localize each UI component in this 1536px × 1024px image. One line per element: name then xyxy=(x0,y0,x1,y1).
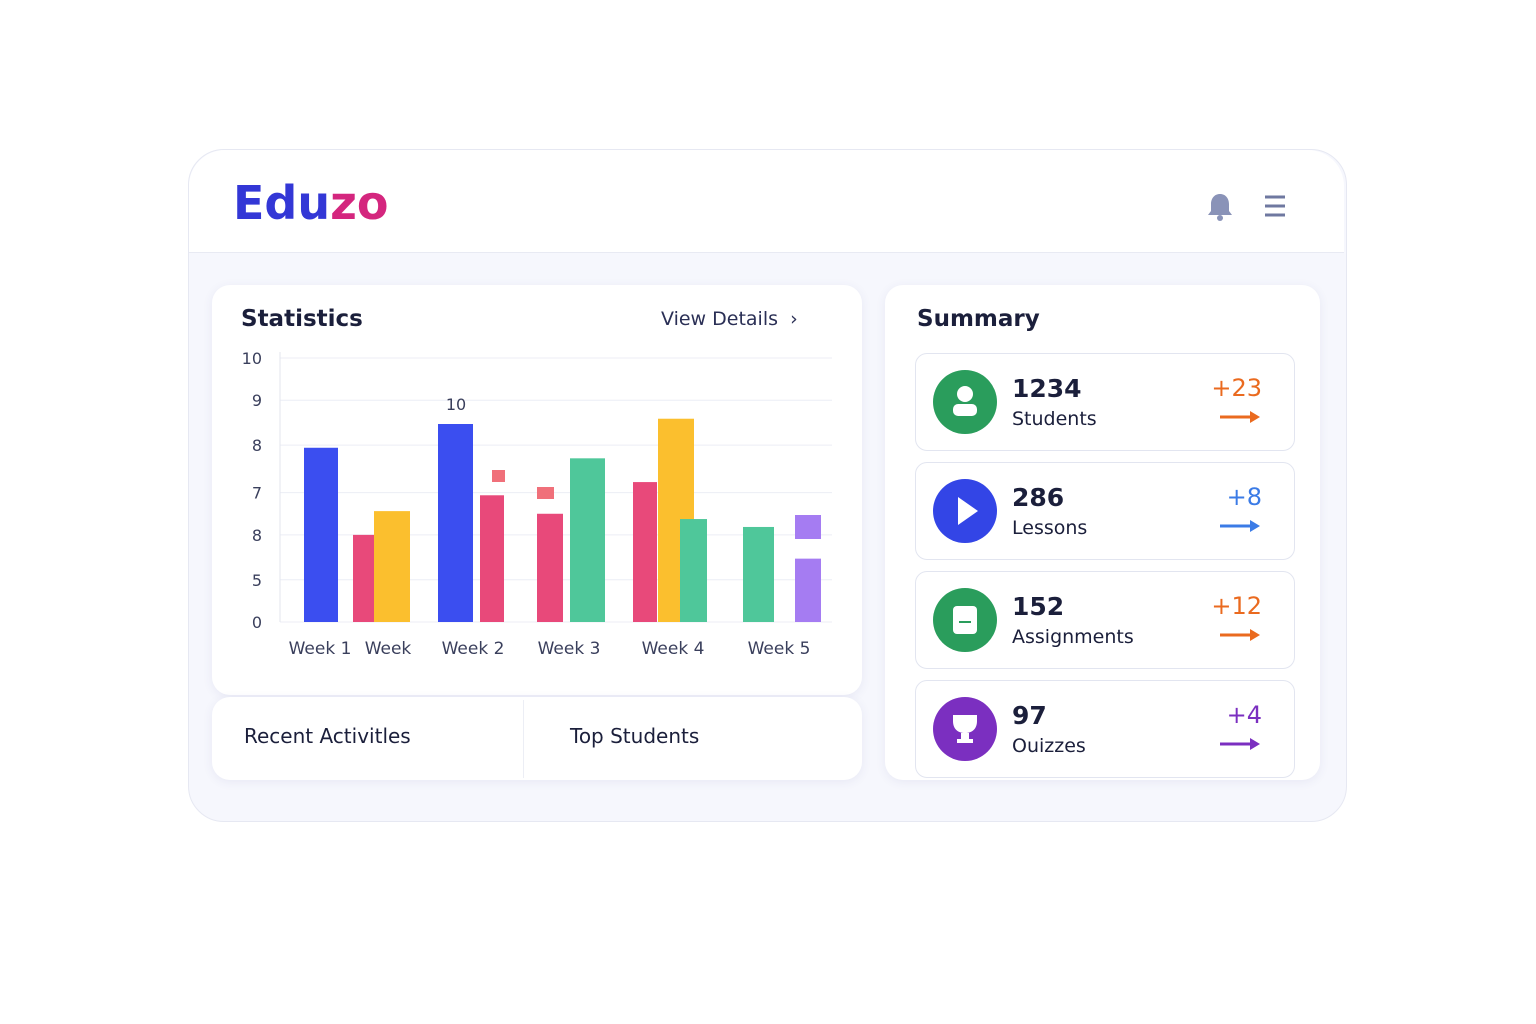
item-delta: +23 xyxy=(1211,374,1262,402)
x-tick-label: Week 4 xyxy=(642,639,705,659)
logo-text: zo xyxy=(330,176,389,230)
item-value: 97 xyxy=(1012,701,1047,730)
tab[interactable]: Recent Activitles xyxy=(244,724,411,748)
y-tick-label: 9 xyxy=(252,391,262,410)
item-icon xyxy=(933,697,997,761)
logo[interactable]: Eduzo xyxy=(233,176,389,230)
item-value: 1234 xyxy=(1012,374,1082,403)
x-tick-label: Week 1 xyxy=(289,639,352,659)
bar xyxy=(743,526,774,622)
item-label: Ouizzes xyxy=(1012,735,1086,757)
bar xyxy=(680,519,707,622)
view-details-link[interactable]: View Details › xyxy=(661,308,798,330)
y-tick-label: 8 xyxy=(252,526,262,545)
bar xyxy=(438,424,473,622)
section-title: Statistics xyxy=(241,306,363,332)
tab[interactable]: Top Students xyxy=(570,724,700,748)
x-tick-label: Week 3 xyxy=(538,639,601,659)
annotation: 10 xyxy=(446,395,466,414)
bar xyxy=(537,513,563,622)
x-tick-label: Week 2 xyxy=(442,639,505,659)
bar xyxy=(374,511,410,622)
summary-item[interactable]: 152 Assignments +12 xyxy=(915,571,1295,669)
y-tick-label: 10 xyxy=(242,349,262,368)
y-tick-label: 5 xyxy=(252,571,262,590)
section-title: Summary xyxy=(917,306,1040,332)
decoration xyxy=(492,470,505,482)
bar xyxy=(304,447,338,622)
summary-item[interactable]: 1234 Students +23 xyxy=(915,353,1295,451)
item-label: Students xyxy=(1012,408,1097,430)
link-text: View Details xyxy=(661,308,778,330)
item-delta: +8 xyxy=(1226,483,1262,511)
item-delta: +4 xyxy=(1226,701,1262,729)
decoration xyxy=(537,487,554,499)
x-tick-label: Week xyxy=(365,639,412,659)
item-label: Lessons xyxy=(1012,517,1088,539)
bar xyxy=(570,458,605,622)
tabs-card xyxy=(212,697,862,780)
trend-arrow xyxy=(1220,520,1260,532)
summary-item[interactable]: 286 Lessons +8 xyxy=(915,462,1295,560)
item-icon xyxy=(933,479,997,543)
summary-item[interactable]: 97 Ouizzes +4 xyxy=(915,680,1295,778)
bar xyxy=(480,495,504,622)
logo-text: Edu xyxy=(233,176,331,230)
x-tick-label: Week 5 xyxy=(748,639,811,659)
trend-arrow xyxy=(1220,411,1260,423)
bar xyxy=(633,482,657,622)
decoration xyxy=(795,515,821,539)
header xyxy=(189,150,1344,253)
y-tick-label: 7 xyxy=(252,484,262,503)
y-tick-label: 8 xyxy=(252,436,262,455)
trend-arrow xyxy=(1220,629,1260,641)
bar xyxy=(795,558,821,622)
item-icon xyxy=(933,370,997,434)
item-value: 152 xyxy=(1012,592,1065,621)
item-delta: +12 xyxy=(1211,592,1262,620)
item-label: Assignments xyxy=(1012,626,1134,648)
item-icon xyxy=(933,588,997,652)
header-icons[interactable] xyxy=(1195,185,1307,229)
trend-arrow xyxy=(1220,738,1260,750)
y-tick-label: 0 xyxy=(252,613,262,632)
item-value: 286 xyxy=(1012,483,1065,512)
bar xyxy=(353,534,374,622)
divider xyxy=(523,700,524,778)
